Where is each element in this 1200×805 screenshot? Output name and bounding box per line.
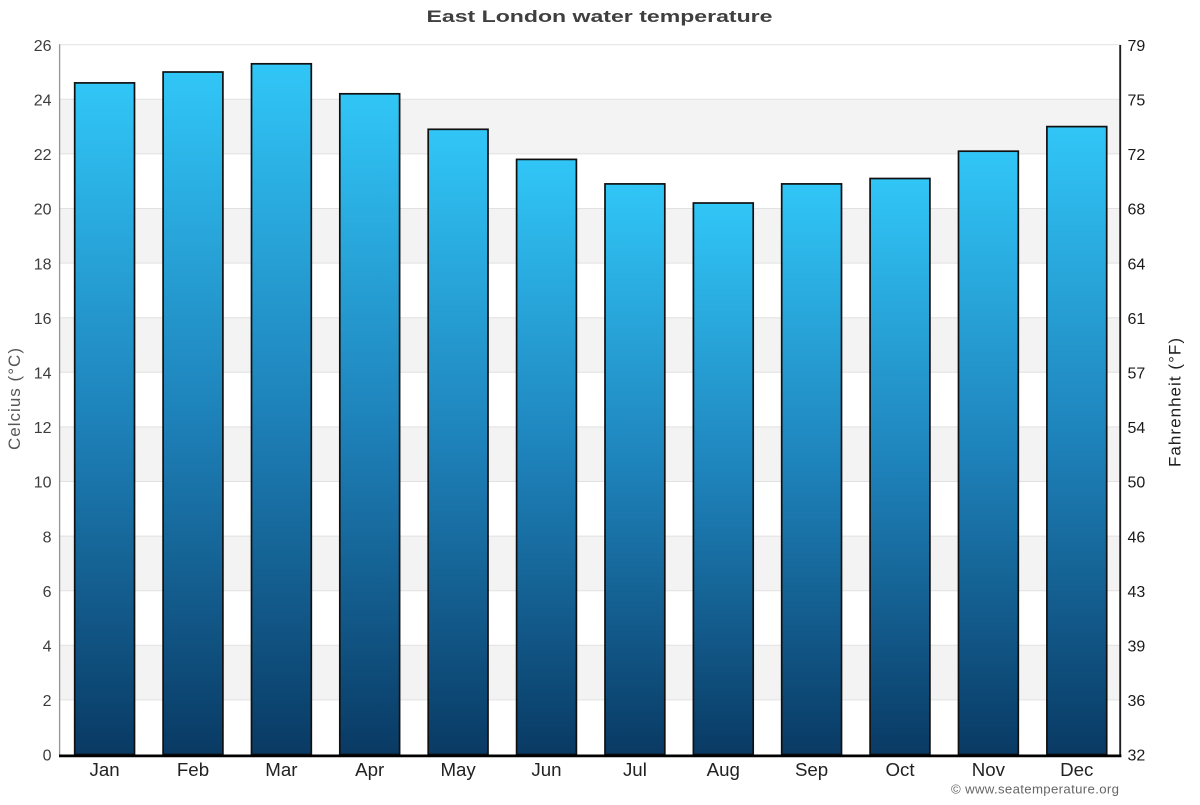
- svg-text:20: 20: [34, 202, 52, 219]
- svg-text:10: 10: [34, 475, 52, 492]
- svg-text:36: 36: [1128, 693, 1146, 710]
- svg-text:6: 6: [43, 584, 52, 601]
- svg-text:Feb: Feb: [177, 759, 209, 780]
- svg-text:75: 75: [1128, 93, 1146, 110]
- svg-text:46: 46: [1128, 529, 1146, 546]
- svg-text:57: 57: [1128, 366, 1146, 383]
- svg-text:Mar: Mar: [265, 759, 297, 780]
- svg-text:Apr: Apr: [355, 759, 384, 780]
- svg-text:39: 39: [1128, 639, 1146, 656]
- svg-text:Nov: Nov: [972, 759, 1006, 780]
- svg-text:Oct: Oct: [885, 759, 915, 780]
- svg-text:Fahrenheit (°F): Fahrenheit (°F): [1166, 338, 1185, 467]
- svg-text:Aug: Aug: [707, 759, 740, 780]
- svg-text:54: 54: [1128, 420, 1146, 437]
- svg-text:© www.seatemperature.org: © www.seatemperature.org: [951, 782, 1119, 797]
- svg-text:Jun: Jun: [531, 759, 561, 780]
- svg-text:22: 22: [34, 147, 52, 164]
- svg-text:4: 4: [43, 639, 52, 656]
- svg-text:64: 64: [1128, 256, 1146, 273]
- svg-text:26: 26: [34, 38, 52, 55]
- svg-text:43: 43: [1128, 584, 1146, 601]
- svg-text:East London water temperature: East London water temperature: [427, 8, 773, 26]
- svg-text:72: 72: [1128, 147, 1146, 164]
- svg-text:2: 2: [43, 693, 52, 710]
- svg-text:68: 68: [1128, 202, 1146, 219]
- svg-text:14: 14: [34, 366, 52, 383]
- svg-text:8: 8: [43, 529, 52, 546]
- svg-text:61: 61: [1128, 311, 1146, 328]
- svg-text:Celcius (°C): Celcius (°C): [5, 348, 24, 450]
- svg-text:Dec: Dec: [1060, 759, 1093, 780]
- svg-text:16: 16: [34, 311, 52, 328]
- svg-text:18: 18: [34, 256, 52, 273]
- svg-text:32: 32: [1128, 748, 1146, 765]
- svg-text:Jan: Jan: [90, 759, 120, 780]
- svg-text:12: 12: [34, 420, 52, 437]
- svg-text:Jul: Jul: [623, 759, 647, 780]
- svg-text:79: 79: [1128, 38, 1146, 55]
- svg-text:0: 0: [43, 748, 52, 765]
- svg-text:Sep: Sep: [795, 759, 828, 780]
- svg-text:24: 24: [34, 93, 52, 110]
- svg-text:50: 50: [1128, 475, 1146, 492]
- svg-text:May: May: [440, 759, 476, 780]
